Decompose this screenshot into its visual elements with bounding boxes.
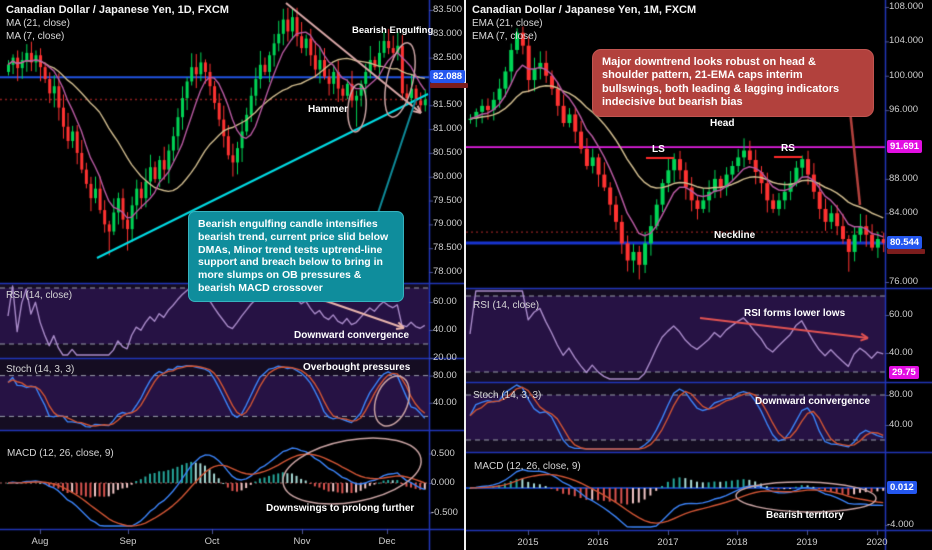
monthly-analysis-callout[interactable]: Major downtrend looks robust on head & s… bbox=[592, 49, 874, 117]
monthly-stoch-pane-label[interactable]: Stoch (14, 3, 3) bbox=[473, 390, 542, 401]
daily-legend: Canadian Dollar / Japanese Yen, 1D, FXCM… bbox=[6, 4, 229, 42]
price-axis-label: 78.500 bbox=[433, 242, 463, 254]
price-axis-label: 100.000 bbox=[889, 69, 924, 81]
rsi-axis-label: 20.00 bbox=[433, 352, 457, 363]
monthly-head-level-badge: 91.691 bbox=[887, 140, 923, 154]
time-axis-label: 2016 bbox=[587, 537, 609, 548]
price-axis-label: 79.000 bbox=[433, 218, 463, 230]
daily-analysis-callout[interactable]: Bearish engulfing candle intensifies bea… bbox=[188, 211, 404, 302]
stoch-axis-label: 80.00 bbox=[433, 369, 457, 381]
daily-symbol-title[interactable]: Canadian Dollar / Japanese Yen, 1D, FXCM bbox=[6, 4, 229, 16]
daily-stoch-pane-label[interactable]: Stoch (14, 3, 3) bbox=[6, 364, 75, 375]
stoch-axis-label: 40.00 bbox=[433, 396, 457, 408]
daily-lastprice-badge-sliver bbox=[430, 83, 468, 89]
stoch-axis-label: 40.00 bbox=[889, 419, 913, 430]
rsi-axis-label: 40.00 bbox=[889, 347, 913, 358]
hammer-label[interactable]: Hammer bbox=[308, 104, 349, 115]
neckline-label[interactable]: Neckline bbox=[714, 230, 756, 241]
time-axis-label: Oct bbox=[204, 536, 220, 547]
price-axis-label: 80.500 bbox=[433, 146, 463, 158]
macd-axis-label: 0.000 bbox=[431, 477, 455, 488]
price-axis-label: 79.500 bbox=[433, 194, 463, 206]
rsi-axis-label: 60.00 bbox=[433, 296, 457, 307]
daily-macd-pane-label[interactable]: MACD (12, 26, close, 9) bbox=[7, 448, 114, 459]
bearish-engulfing-label[interactable]: Bearish Engulfing bbox=[352, 25, 434, 36]
price-axis-label: 84.000 bbox=[889, 207, 919, 219]
macd-axis-label: -4.000 bbox=[887, 519, 914, 530]
monthly-legend-ema7[interactable]: EMA (7, close) bbox=[472, 31, 538, 42]
daily-macd-annotation[interactable]: Downswings to prolong further bbox=[266, 503, 415, 514]
monthly-rsi-badge: 29.75 bbox=[889, 366, 919, 380]
time-axis-label: 2017 bbox=[657, 537, 679, 548]
price-axis-label: 83.500 bbox=[433, 4, 463, 15]
monthly-macd-annotation[interactable]: Bearish territory bbox=[766, 510, 844, 521]
right-shoulder-label[interactable]: RS bbox=[781, 143, 795, 154]
daily-rsi-pane-label[interactable]: RSI (14, close) bbox=[6, 290, 73, 301]
rsi-axis-label: 60.00 bbox=[889, 309, 913, 320]
monthly-legend: Canadian Dollar / Japanese Yen, 1M, FXCM… bbox=[472, 4, 696, 42]
price-axis-label: 76.000 bbox=[889, 276, 919, 287]
time-axis-label: 2018 bbox=[726, 537, 748, 548]
daily-legend-ma21[interactable]: MA (21, close) bbox=[6, 18, 70, 29]
daily-price-badge: 82.088 bbox=[430, 70, 466, 84]
price-axis-label: 78.000 bbox=[433, 266, 463, 278]
monthly-macd-badge: 0.012 bbox=[887, 480, 917, 494]
monthly-stoch-annotation[interactable]: Downward convergence bbox=[755, 396, 871, 407]
head-label[interactable]: Head bbox=[710, 118, 735, 129]
price-axis-label: 81.000 bbox=[433, 123, 463, 135]
time-axis-label: 2019 bbox=[796, 537, 818, 548]
time-axis-label: 2020 bbox=[866, 537, 888, 548]
daily-legend-ma7[interactable]: MA (7, close) bbox=[6, 31, 65, 42]
monthly-rsi-pane-label[interactable]: RSI (14, close) bbox=[473, 300, 540, 311]
left-shoulder-label[interactable]: LS bbox=[652, 144, 665, 155]
monthly-symbol-title[interactable]: Canadian Dollar / Japanese Yen, 1M, FXCM bbox=[472, 4, 697, 16]
monthly-price-badge: 80.544 bbox=[887, 235, 923, 249]
price-axis-label: 96.000 bbox=[889, 104, 919, 116]
monthly-lastprice-badge-sliver bbox=[887, 248, 925, 254]
price-axis-label: 80.000 bbox=[433, 170, 463, 182]
monthly-rsi-annotation[interactable]: RSI forms lower lows bbox=[744, 308, 846, 319]
panel-divider[interactable] bbox=[464, 0, 466, 550]
price-axis-label: 88.000 bbox=[889, 172, 919, 184]
time-axis-label: Aug bbox=[31, 536, 49, 547]
time-axis-label: Sep bbox=[119, 536, 137, 547]
macd-axis-label: -0.500 bbox=[431, 506, 458, 518]
daily-stoch-annotation[interactable]: Overbought pressures bbox=[303, 362, 411, 373]
daily-rsi-annotation[interactable]: Downward convergence bbox=[294, 330, 410, 341]
macd-axis-label: 0.500 bbox=[431, 447, 455, 459]
price-axis-label: 82.500 bbox=[433, 51, 463, 63]
monthly-legend-ema21[interactable]: EMA (21, close) bbox=[472, 18, 543, 29]
time-axis-label: Dec bbox=[378, 536, 396, 547]
monthly-macd-pane-label[interactable]: MACD (12, 26, close, 9) bbox=[474, 461, 581, 472]
time-axis-label: Nov bbox=[293, 536, 311, 547]
price-axis-label: 104.000 bbox=[889, 35, 924, 47]
price-axis-label: 81.500 bbox=[433, 99, 463, 111]
rsi-axis-label: 40.00 bbox=[433, 324, 457, 335]
time-axis-label: 2015 bbox=[517, 537, 539, 548]
price-axis-label: 83.000 bbox=[433, 27, 463, 39]
stoch-axis-label: 80.00 bbox=[889, 389, 913, 400]
price-axis-label: 108.000 bbox=[889, 1, 924, 12]
